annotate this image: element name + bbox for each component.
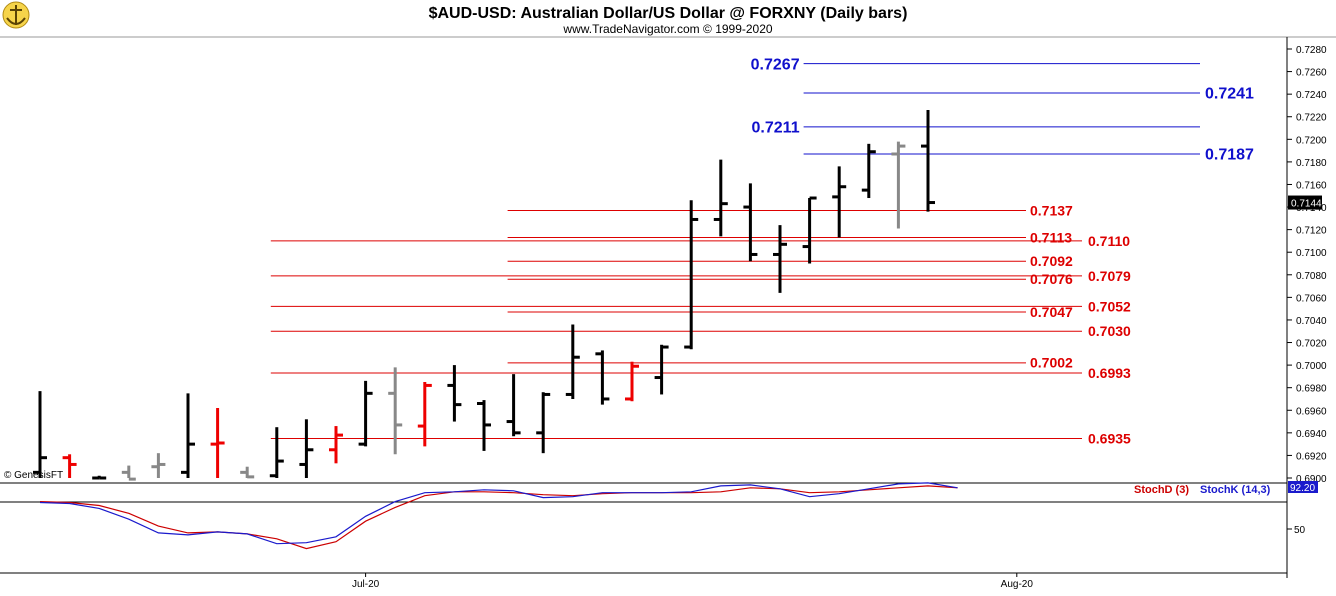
price-bar [832,166,847,238]
level-label: 0.7211 [752,119,800,136]
level-label: 0.7030 [1088,323,1131,339]
level-label: 0.7187 [1205,147,1254,164]
price-bar [269,427,284,478]
price-axis-tick-label: 0.6900 [1296,474,1327,485]
stoch-series-line [39,485,958,550]
price-bar [595,350,610,405]
level-label: 0.6935 [1088,430,1131,446]
last-price-box [1288,195,1322,210]
price-axis-tick-label: 0.6980 [1296,384,1327,395]
price-bar [921,109,935,212]
time-axis-tick-label: Aug-20 [1001,579,1034,590]
price-axis-tick-label: 0.7100 [1296,248,1327,259]
price-axis-tick-label: 0.6920 [1296,451,1327,462]
price-bar [121,465,136,481]
stoch-series-line [39,482,958,545]
price-bar [861,143,876,199]
time-axis-tick-label: Jul-20 [352,579,380,590]
price-axis-tick-label: 0.7040 [1296,316,1327,327]
level-label: 0.7047 [1030,304,1073,320]
price-bar [625,361,639,402]
price-bar [891,141,906,229]
stoch-value-label: 92.20 [1290,483,1315,494]
price-bar [240,466,255,479]
price-bar [773,225,787,293]
price-bar [329,426,343,464]
price-axis-tick-label: 0.7280 [1296,45,1327,56]
price-bar [181,393,195,478]
level-label: 0.7092 [1030,253,1073,269]
price-axis-tick-label: 0.6940 [1296,429,1327,440]
price-axis-tick-label: 0.7260 [1296,68,1327,79]
stoch-legend-entry: StochK (14,3) [1200,484,1271,496]
price-axis-tick-label: 0.7060 [1296,293,1327,304]
level-label: 0.7076 [1030,271,1073,287]
price-bars [33,109,935,481]
price-bar [33,391,47,478]
level-label: 0.7079 [1088,268,1131,284]
level-label: 0.7267 [751,56,800,73]
level-lines: 0.7267 0.7241 0.7211 0.7187 0.7137 0.7113 0.71… [270,56,1254,446]
price-axis-tick-label: 0.7180 [1296,158,1327,169]
price-bar [210,408,225,478]
level-label: 0.7052 [1088,298,1131,314]
price-bar [358,380,373,447]
price-bar [506,374,521,437]
price-axis-tick-label: 0.7200 [1296,135,1327,146]
price-bar [684,200,699,350]
level-label: 0.7002 [1030,355,1073,371]
price-bar [62,454,77,478]
level-label: 0.7137 [1030,202,1073,218]
price-bar [713,159,728,237]
price-bar [565,324,580,399]
level-label: 0.7113 [1030,229,1072,245]
price-bar [388,367,403,455]
ship-anchor-logo-icon [2,1,30,29]
price-axis-tick-label: 0.7080 [1296,271,1327,282]
price-bar [802,196,817,264]
price-bar [151,453,166,478]
price-axis-tick-label: 0.7120 [1296,226,1327,237]
price-axis-tick-label: 0.6960 [1296,406,1327,417]
price-bar [92,475,107,480]
level-label: 0.7110 [1088,233,1130,249]
stoch-value-box [1288,481,1318,493]
time-axis: Jul-20 Aug-20 [352,573,1033,590]
price-bar [743,183,758,262]
level-label: 0.7241 [1205,86,1254,103]
price-bar [299,419,314,478]
value-labels: 0.7144 [1288,195,1322,210]
price-axis-tick-label: 0.7160 [1296,180,1327,191]
stoch-axis-tick-label: 50 [1294,525,1306,536]
price-bar [447,365,462,422]
chart-subtitle: www.TradeNavigator.com © 1999-2020 [562,22,772,36]
price-axis-tick-label: 0.7220 [1296,113,1327,124]
stochastic-panel: StochD (3) StochK (14,3) 50 92.20 [39,481,1318,550]
price-bar [536,392,551,454]
chart-title: $AUD-USD: Australian Dollar/US Dollar @ … [429,5,908,22]
price-bar [477,400,491,451]
watermark: © GenesisFT [4,470,63,481]
price-axis-tick-label: 0.7240 [1296,90,1327,101]
last-price-label: 0.7144 [1291,199,1322,210]
price-bar [654,344,669,395]
price-axis-tick-label: 0.7000 [1296,361,1327,372]
stoch-legend-entry: StochD (3) [1134,484,1189,496]
price-bar [417,382,432,447]
level-label: 0.6993 [1088,365,1131,381]
price-axis-tick-label: 0.7020 [1296,339,1327,350]
